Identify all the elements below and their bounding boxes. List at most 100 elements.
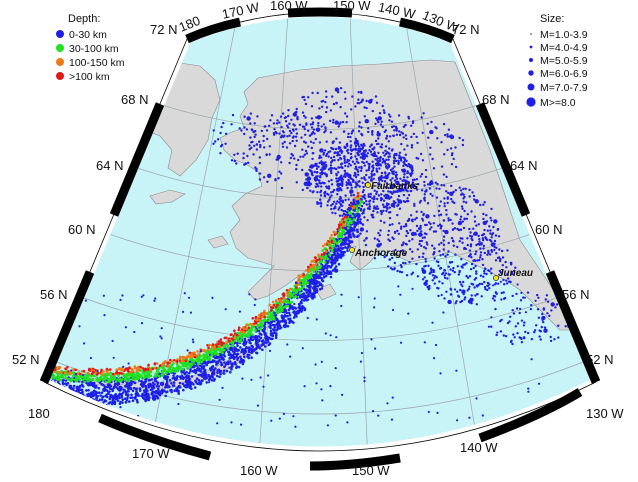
earthquake-dot: [225, 341, 228, 345]
earthquake-dot: [136, 400, 139, 404]
earthquake-dot: [211, 365, 215, 368]
earthquake-dot: [197, 362, 201, 366]
earthquake-dot: [389, 267, 393, 270]
earthquake-dot: [153, 377, 157, 381]
earthquake-dot: [388, 216, 392, 220]
earthquake-dot: [332, 244, 335, 247]
earthquake-dot: [475, 272, 478, 275]
earthquake-dot: [92, 383, 95, 386]
earthquake-dot: [380, 143, 384, 146]
earthquake-dot: [48, 391, 51, 394]
earthquake-dot: [314, 283, 317, 286]
earthquake-dot: [319, 148, 324, 153]
earthquake-dot: [69, 379, 73, 383]
earthquake-dot: [75, 389, 79, 393]
earthquake-dot: [317, 121, 320, 125]
earthquake-dot: [270, 321, 274, 324]
earthquake-dot: [224, 142, 227, 145]
earthquake-dot: [79, 384, 82, 388]
earthquake-dot: [280, 307, 284, 311]
earthquake-dot: [410, 169, 414, 173]
earthquake-dot: [315, 260, 318, 263]
earthquake-dot: [121, 380, 125, 384]
earthquake-dot: [144, 384, 148, 388]
earthquake-dot: [421, 278, 425, 281]
earthquake-dot: [479, 256, 482, 259]
size-swatch-m6: [528, 70, 534, 76]
earthquake-dot: [334, 147, 338, 151]
earthquake-dot: [52, 377, 55, 380]
earthquake-dot: [418, 255, 421, 259]
earthquake-dot: [544, 298, 547, 301]
earthquake-dot: [435, 187, 438, 190]
earthquake-dot: [416, 141, 419, 145]
earthquake-dot: [357, 296, 360, 299]
earthquake-dot: [295, 291, 299, 294]
earthquake-dot: [145, 395, 150, 400]
earthquake-dot: [487, 269, 490, 272]
earthquake-dot: [102, 401, 105, 404]
earthquake-dot: [526, 291, 530, 294]
earthquake-dot: [397, 194, 401, 198]
city-dot-fairbanks: [365, 182, 371, 188]
earthquake-dot: [247, 349, 251, 352]
earthquake-dot: [389, 211, 392, 214]
earthquake-dot: [230, 159, 234, 162]
earthquake-dot: [470, 262, 474, 266]
earthquake-dot: [388, 206, 391, 209]
earthquake-dot: [349, 140, 352, 143]
earthquake-dot: [459, 237, 462, 240]
earthquake-dot: [334, 231, 337, 234]
earthquake-dot: [344, 97, 347, 101]
earthquake-dot: [242, 152, 245, 155]
earthquake-dot: [449, 287, 452, 290]
earthquake-dot: [294, 295, 298, 299]
earthquake-dot: [295, 168, 298, 171]
earthquake-dot: [157, 385, 161, 388]
earthquake-dot: [328, 246, 332, 250]
earthquake-dot: [342, 217, 345, 221]
earthquake-dot: [240, 350, 243, 354]
earthquake-dot: [449, 268, 452, 271]
earthquake-dot: [320, 253, 324, 256]
earthquake-dot: [300, 310, 303, 313]
earthquake-dot: [305, 152, 309, 155]
earthquake-dot: [228, 366, 231, 369]
earthquake-dot: [265, 129, 269, 132]
earthquake-dot: [432, 230, 436, 233]
earthquake-dot: [354, 185, 357, 189]
lat-label-left-72: 72 N: [150, 22, 177, 37]
earthquake-dot: [258, 178, 262, 181]
earthquake-dot: [257, 345, 261, 349]
earthquake-dot: [242, 326, 245, 329]
earthquake-dot: [405, 200, 409, 203]
earthquake-dot: [446, 197, 449, 200]
earthquake-dot: [290, 294, 294, 298]
earthquake-dot: [361, 98, 364, 102]
earthquake-dot: [222, 358, 225, 361]
earthquake-dot: [335, 172, 338, 176]
earthquake-dot: [317, 253, 320, 257]
earthquake-dot: [275, 318, 279, 322]
earthquake-dot: [205, 363, 208, 367]
earthquake-dot: [156, 382, 159, 386]
earthquake-dot: [363, 164, 366, 167]
earthquake-dot: [135, 366, 139, 370]
earthquake-dot: [444, 255, 447, 258]
earthquake-dot: [152, 394, 155, 397]
earthquake-dot: [442, 271, 445, 274]
earthquake-dot: [325, 95, 328, 99]
earthquake-dot: [421, 131, 424, 134]
earthquake-dot: [411, 166, 414, 170]
earthquake-dot: [390, 125, 394, 129]
earthquake-dot: [346, 226, 350, 230]
earthquake-dot: [446, 253, 449, 256]
earthquake-dot: [372, 216, 375, 219]
earthquake-dot: [181, 310, 185, 313]
earthquake-dot: [166, 361, 169, 365]
earthquake-dot: [410, 146, 414, 149]
earthquake-dot: [131, 399, 135, 403]
earthquake-dot: [373, 151, 376, 155]
earthquake-dot: [405, 229, 408, 233]
earthquake-dot: [280, 161, 283, 164]
